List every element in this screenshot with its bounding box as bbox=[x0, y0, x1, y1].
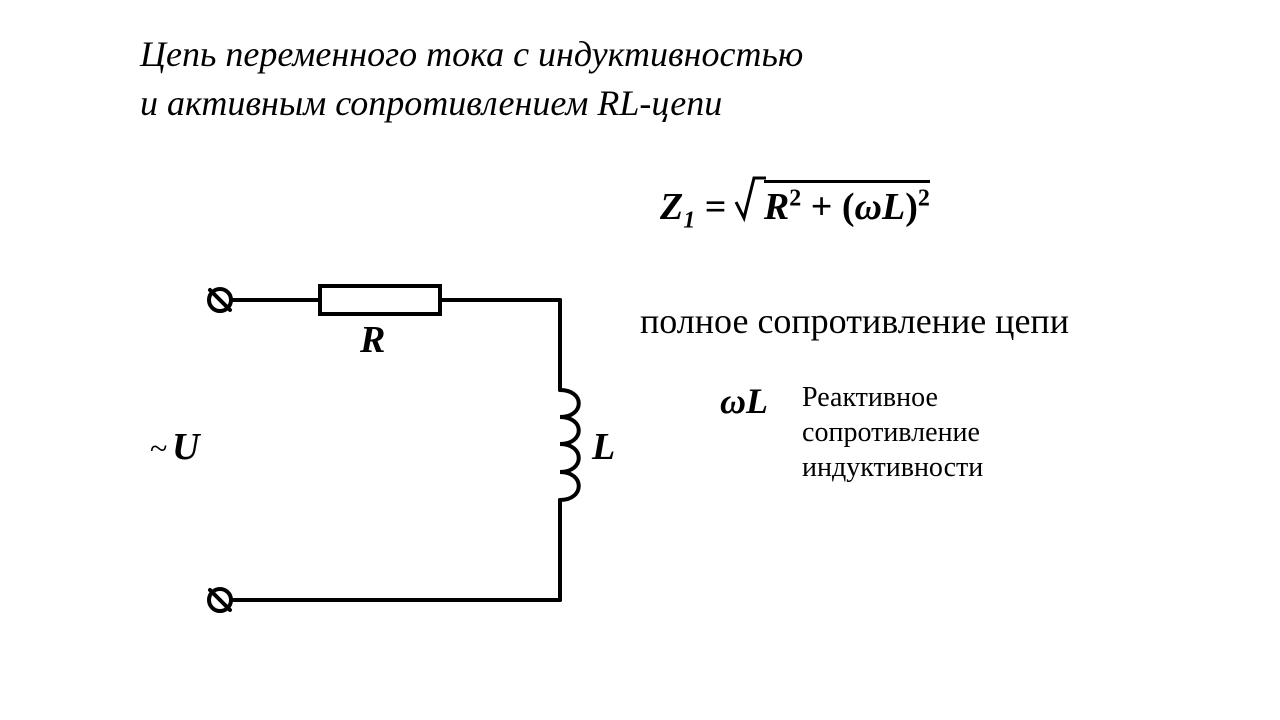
impedance-formula: Z1 = R2 + (ωL)2 bbox=[660, 180, 930, 235]
reactance-L: L bbox=[746, 381, 768, 421]
resistor-icon bbox=[320, 286, 440, 314]
resistor-label: R bbox=[360, 318, 385, 362]
reactance-symbol: ωL bbox=[720, 380, 768, 422]
formula-outer-exp: 2 bbox=[918, 185, 930, 211]
reactance-line-2: сопротивление bbox=[802, 417, 980, 448]
formula-omega: ω bbox=[855, 186, 882, 228]
formula-close: ) bbox=[905, 186, 918, 228]
formula-equals: = bbox=[695, 186, 736, 228]
formula-plus: + ( bbox=[801, 186, 854, 228]
reactance-text: Реактивное сопротивление индуктивности bbox=[802, 380, 983, 485]
title-line-2: и активным сопротивлением RL-цепи bbox=[140, 83, 722, 123]
reactance-block: ωL Реактивное сопротивление индуктивност… bbox=[720, 380, 983, 485]
page-title: Цепь переменного тока с индуктивностью и… bbox=[140, 30, 803, 127]
sqrt-icon bbox=[734, 174, 766, 222]
formula-L: L bbox=[882, 186, 905, 228]
title-line-1: Цепь переменного тока с индуктивностью bbox=[140, 34, 803, 74]
source-tilde-label: ~ bbox=[150, 430, 167, 467]
reactance-omega: ω bbox=[720, 381, 746, 421]
formula-sub: 1 bbox=[683, 208, 695, 234]
formula-R-exp: 2 bbox=[789, 185, 801, 211]
formula-lhs: Z bbox=[660, 186, 683, 228]
inductor-label: L bbox=[592, 425, 615, 469]
formula-R: R bbox=[764, 186, 789, 228]
impedance-label: полное сопротивление цепи bbox=[640, 300, 1069, 342]
rl-circuit-diagram: ~ U R L bbox=[150, 260, 620, 660]
inductor-icon bbox=[560, 390, 579, 500]
reactance-line-1: Реактивное bbox=[802, 382, 938, 413]
reactance-line-3: индуктивности bbox=[802, 452, 983, 483]
source-u-label: U bbox=[172, 425, 199, 469]
